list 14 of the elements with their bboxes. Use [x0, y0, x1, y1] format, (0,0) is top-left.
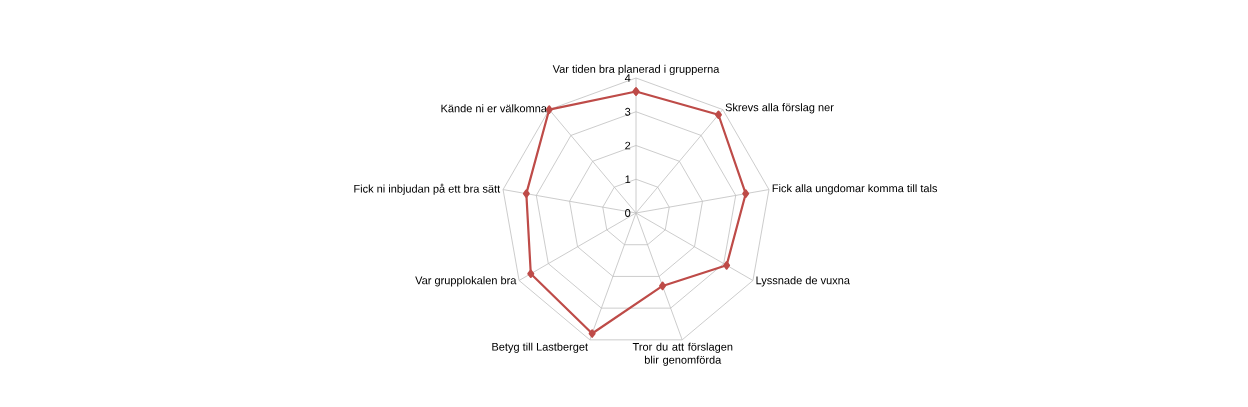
y-tick-label: 2: [625, 141, 631, 150]
spoke-label: Lyssnade de vuxna: [756, 276, 850, 287]
spoke-label: Var tiden bra planerad i grupperna: [552, 64, 720, 76]
spoke-label: Skrevs alla förslag ner: [725, 103, 834, 114]
spoke-label: Betyg till Lastberget: [492, 342, 588, 353]
spoke-label: Fick ni inbjudan på ett bra sätt: [354, 183, 501, 195]
spoke-label: Fick alla ungdomar komma till tals: [772, 184, 938, 195]
spoke-label: Var grupplokalen bra: [415, 276, 517, 287]
y-tick-label: 0: [625, 209, 631, 217]
y-tick-label: 1: [625, 175, 631, 184]
y-tick-label: 3: [625, 107, 631, 116]
y-tick-label: 4: [624, 74, 631, 82]
spoke-label: Kände ni er välkomna: [441, 104, 547, 113]
spoke-label: Tror du att förslagen blir genomförda: [632, 342, 733, 366]
